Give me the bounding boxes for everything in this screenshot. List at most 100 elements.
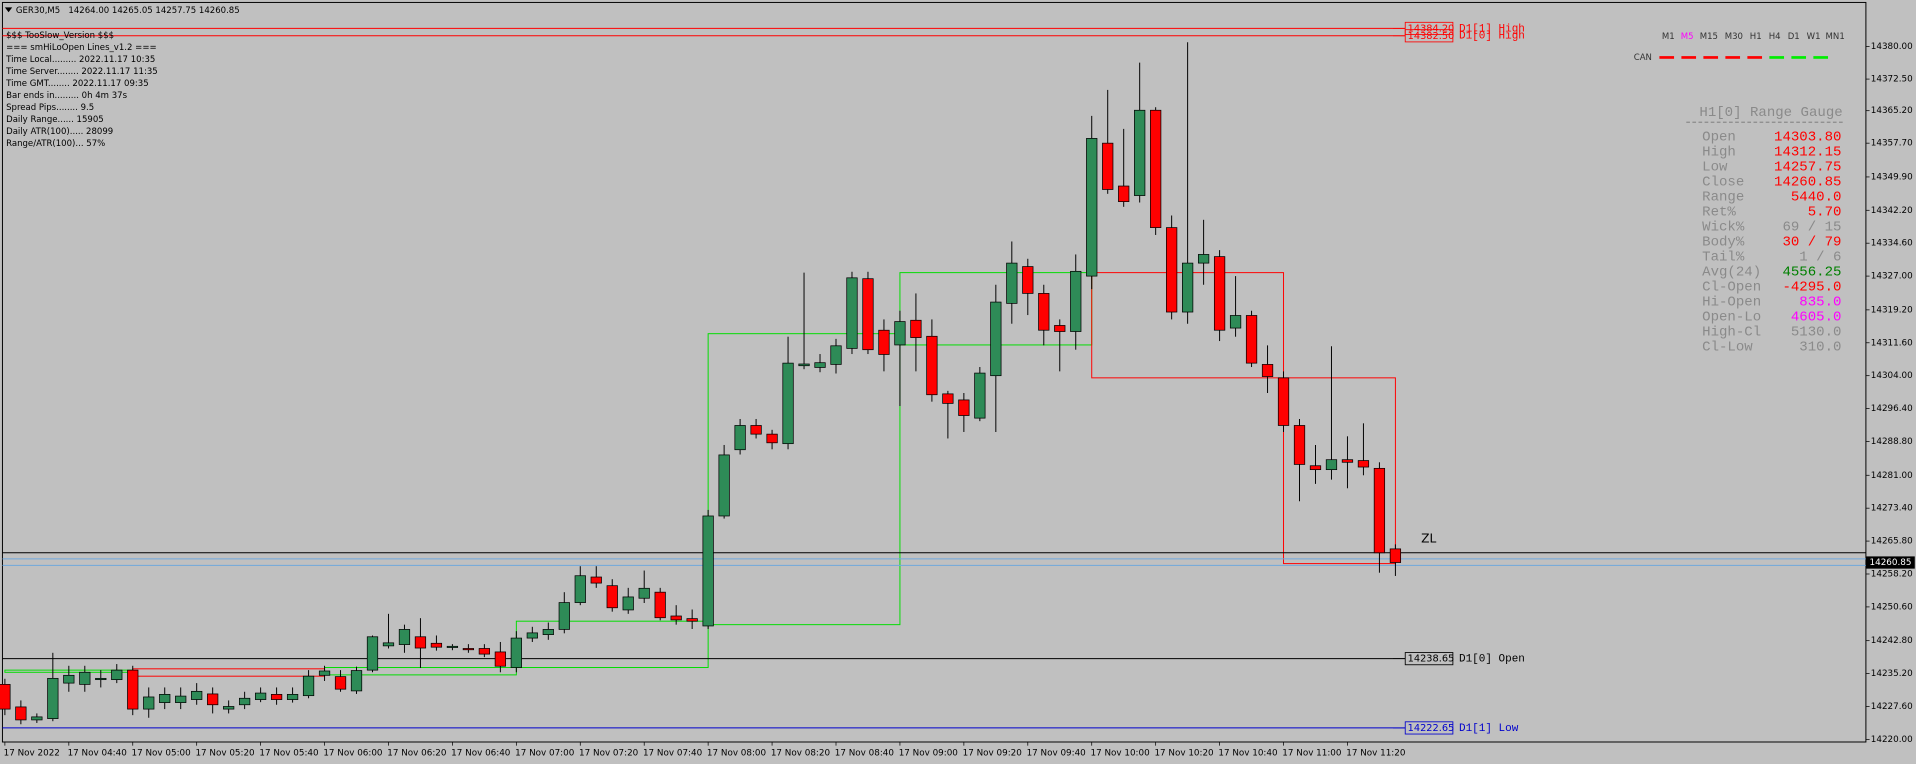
candle-body	[127, 669, 139, 710]
y-tick-label: 14296.40	[1871, 404, 1913, 414]
level-label-box	[1404, 21, 1454, 35]
timeframe-button[interactable]: MN1	[1826, 32, 1845, 42]
candle-body	[622, 596, 634, 611]
y-tick-label: 14372.50	[1871, 75, 1913, 85]
gauge-label: Hi-Open	[1702, 294, 1761, 310]
gauge-value: 69 / 15	[1782, 219, 1841, 235]
x-tick-label: 17 Nov 05:20	[195, 748, 254, 758]
info-line: Bar ends in......... 0h 4m 37s	[6, 91, 127, 101]
y-tick-label: 14281.00	[1871, 471, 1913, 481]
gauge-value: 310.0	[1799, 339, 1841, 355]
candle-body	[31, 716, 43, 721]
x-tick-label: 17 Nov 06:40	[451, 748, 510, 758]
candle-body	[1134, 109, 1146, 196]
candle-body	[894, 321, 906, 346]
timeframe-button[interactable]: H1	[1750, 32, 1762, 42]
gauge-value: -4295.0	[1782, 279, 1841, 295]
candle-body	[1038, 293, 1050, 331]
timeframe-button[interactable]: W1	[1807, 32, 1821, 42]
candle-body	[15, 706, 27, 721]
candle-body	[1150, 109, 1162, 228]
candle-body	[302, 675, 315, 697]
candle-body	[95, 677, 107, 681]
info-line: Daily ATR(100)..... 28099	[6, 127, 113, 137]
candle-body	[430, 642, 443, 648]
candle-body	[958, 399, 970, 416]
candle-body	[1389, 548, 1402, 563]
candle-body	[350, 670, 363, 692]
candle-body	[382, 642, 395, 647]
x-tick-label: 17 Nov 10:20	[1154, 748, 1213, 758]
candle-body	[1245, 315, 1258, 364]
info-line: === smHiLoOpen Lines_v1.2 ===	[6, 43, 157, 53]
candle-body	[191, 690, 203, 700]
y-tick-label: 14342.20	[1871, 206, 1913, 216]
candle-body	[270, 694, 283, 700]
y-tick-label: 14357.70	[1871, 139, 1913, 149]
x-tick-label: 17 Nov 2022	[4, 748, 60, 758]
x-tick-label: 17 Nov 09:00	[899, 748, 958, 758]
gauge-value: 5.70	[1808, 204, 1842, 220]
gauge-label: High-Cl	[1702, 324, 1761, 340]
level-name: D1[1] High	[1459, 23, 1525, 35]
candle-body	[1357, 460, 1370, 468]
timeframe-button[interactable]: M15	[1700, 32, 1718, 42]
candle-body	[1166, 227, 1178, 313]
candle-body	[574, 575, 586, 603]
gauge-value: 5440.0	[1791, 190, 1842, 206]
level-name: D1[1] Low	[1459, 723, 1519, 735]
candle-body	[1309, 465, 1322, 471]
y-tick-label: 14250.60	[1871, 602, 1913, 612]
gauge-label: Ret%	[1702, 204, 1736, 220]
candle-body	[542, 629, 554, 635]
x-tick-label: 17 Nov 11:00	[1282, 748, 1341, 758]
quote: 14264.00 14265.05 14257.75 14260.85	[68, 6, 239, 16]
x-tick-label: 17 Nov 09:40	[1027, 748, 1086, 758]
y-tick-label: 14349.90	[1871, 172, 1913, 182]
timeframe-button[interactable]: M30	[1725, 32, 1743, 42]
candle-body	[990, 301, 1002, 377]
y-tick-label: 14242.80	[1871, 636, 1913, 646]
level-name: D1[0] Open	[1459, 654, 1525, 666]
candle-body	[1102, 142, 1114, 190]
info-line: Time Server........ 2022.11.17 11:35	[5, 67, 158, 77]
candle-body	[1213, 256, 1226, 331]
timeframe-button[interactable]: H4	[1769, 32, 1781, 42]
y-tick-label: 14380.00	[1871, 42, 1913, 52]
candle-body	[63, 674, 75, 684]
gauge-label: Tail%	[1702, 249, 1745, 265]
candle-body	[398, 629, 411, 645]
x-tick-label: 17 Nov 09:20	[963, 748, 1022, 758]
candle-body	[111, 669, 123, 681]
y-tick-label: 14235.20	[1871, 669, 1913, 679]
gauge-value: 5130.0	[1791, 324, 1842, 340]
timeframe-button[interactable]: M5	[1681, 32, 1694, 42]
x-tick-label: 17 Nov 05:40	[259, 748, 318, 758]
y-tick-label: 14258.20	[1871, 569, 1913, 579]
timeframe-button[interactable]: D1	[1788, 32, 1800, 42]
candle-body	[1054, 325, 1066, 332]
y-tick-label: 14327.00	[1871, 272, 1913, 282]
candle-body	[207, 693, 219, 706]
candle-body	[526, 632, 538, 639]
info-line: Daily Range...... 15905	[6, 115, 104, 125]
gauge-label: Cl-Low	[1702, 339, 1753, 355]
gauge-title: H1[0] Range Gauge	[1699, 105, 1842, 121]
candle-body	[446, 645, 459, 648]
gauge-label: Close	[1702, 175, 1744, 191]
gauge-value: 14257.75	[1774, 160, 1841, 176]
candle-body	[79, 671, 91, 685]
timeframe-button[interactable]: M1	[1662, 32, 1675, 42]
x-tick-label: 17 Nov 11:20	[1346, 748, 1405, 758]
candle-body	[686, 618, 698, 622]
candle-body	[830, 345, 842, 365]
menu-arrow[interactable]	[4, 7, 13, 13]
candle-body	[926, 335, 938, 396]
candle-body	[1197, 254, 1210, 264]
level-value: 14238.65	[1408, 654, 1455, 665]
gauge-label: High	[1702, 145, 1736, 161]
candle-body	[654, 591, 666, 619]
range-box	[1283, 377, 1396, 565]
